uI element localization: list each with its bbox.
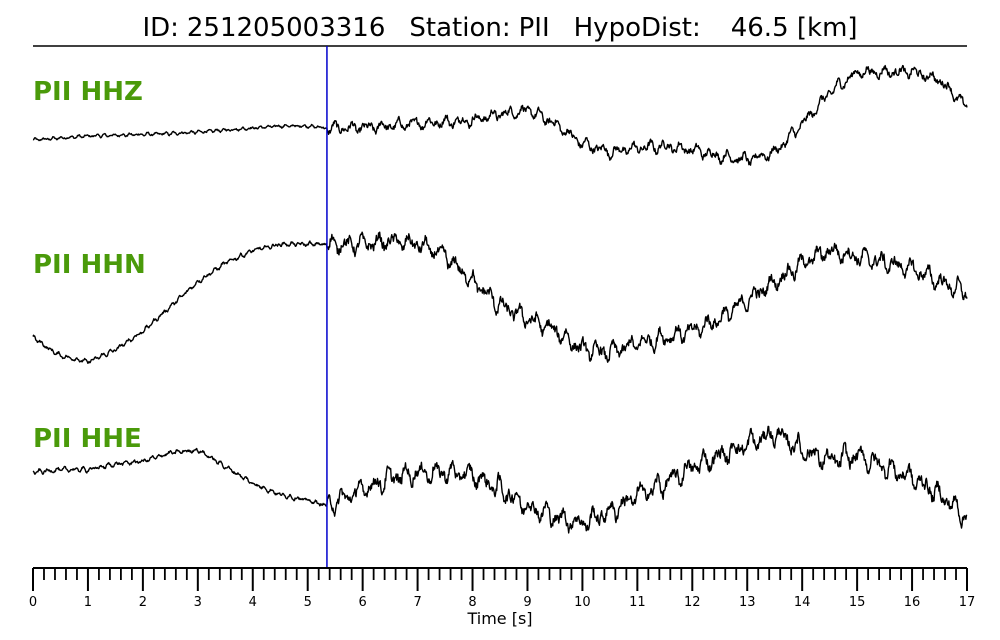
- channel-label-pii-hhn: PII HHN: [33, 250, 146, 280]
- chart-title: ID: 251205003316 Station: PII HypoDist: 46.5 …: [142, 13, 857, 43]
- tick-label: 0: [29, 595, 37, 610]
- title-station-value: PII: [519, 13, 550, 43]
- tick-label: 1: [84, 595, 92, 610]
- tick-label: 12: [684, 595, 701, 610]
- channel-label-pii-hhe: PII HHE: [33, 424, 142, 454]
- tick-label: 16: [904, 595, 921, 610]
- title-dist-label: HypoDist:: [574, 13, 701, 43]
- trace-group: [32, 64, 968, 534]
- tick-label: 10: [574, 595, 591, 610]
- tick-label: 13: [739, 595, 756, 610]
- tick-label: 15: [849, 595, 866, 610]
- tick-label: 14: [794, 595, 811, 610]
- channel-label-group: PII HHZ PII HHN PII HHE: [33, 77, 146, 454]
- tick-label: 5: [304, 595, 312, 610]
- tick-label: 3: [194, 595, 202, 610]
- title-dist-value: 46.5 [km]: [731, 13, 858, 43]
- tick-label: 17: [959, 595, 976, 610]
- tick-label: 9: [523, 595, 531, 610]
- trace-pii-hhz: [32, 64, 968, 166]
- title-id-value: 251205003316: [187, 13, 386, 43]
- tick-label: 8: [468, 595, 476, 610]
- tick-label: 11: [629, 595, 646, 610]
- title-id-label: ID:: [142, 13, 178, 43]
- tick-label: 7: [413, 595, 421, 610]
- channel-label-pii-hhz: PII HHZ: [33, 77, 143, 107]
- trace-pii-hhn: [32, 231, 968, 365]
- x-axis-label: Time [s]: [466, 609, 532, 628]
- trace-pii-hhe: [32, 425, 968, 534]
- title-station-label: Station:: [409, 13, 510, 43]
- tick-label: 6: [359, 595, 367, 610]
- time-axis: 0 1 2 3 4 5 6 7 8 9 10 11 12 13 14 15 16 17: [29, 567, 976, 610]
- tick-label: 2: [139, 595, 147, 610]
- tick-label: 4: [249, 595, 257, 610]
